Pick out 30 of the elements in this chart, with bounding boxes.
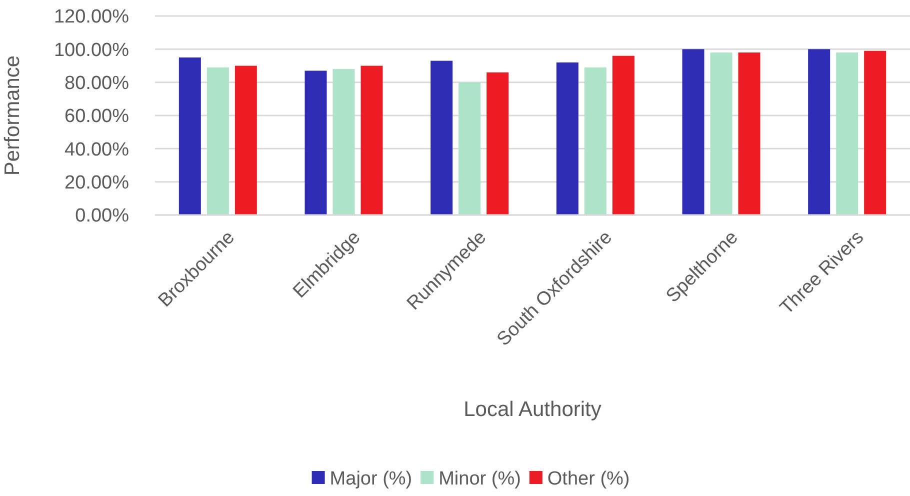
bar [206,67,229,215]
bar [178,57,201,215]
bar [738,52,760,215]
y-tick-label: 120.00% [54,6,130,28]
y-tick-label: 100.00% [54,40,130,61]
x-axis-title: Local Authority [464,398,602,421]
legend-label: Major (%) [330,468,412,490]
legend-label: Minor (%) [438,468,521,490]
legend-label: Other (%) [547,468,630,490]
bar [710,52,732,215]
bar [836,52,858,215]
y-tick-label: 80.00% [64,72,130,94]
bar [360,66,383,215]
y-axis-title: Performance [1,55,24,176]
bar [612,56,634,215]
bar [304,70,327,215]
y-tick-label: 0.00% [75,206,130,227]
bar [808,49,830,215]
bar [430,60,453,215]
y-tick-label: 60.00% [64,106,130,128]
y-tick-label: 20.00% [64,172,130,194]
bar [332,69,355,215]
bar [556,62,578,215]
bar [682,49,704,215]
bar [486,72,509,215]
bar [458,82,481,215]
bar [864,50,886,215]
bar [584,67,606,215]
bar [234,66,257,215]
y-tick-label: 40.00% [64,139,130,160]
